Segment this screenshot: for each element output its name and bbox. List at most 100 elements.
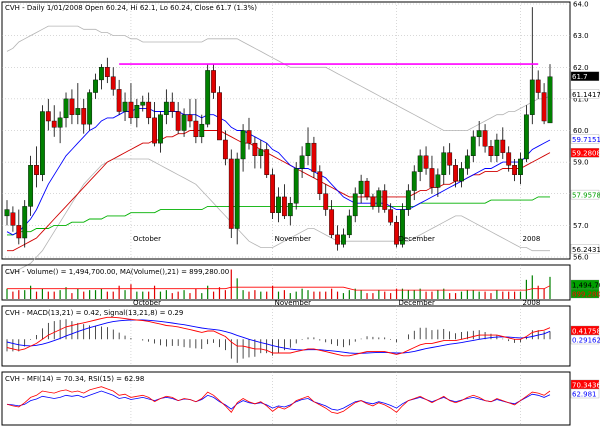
candle-body bbox=[376, 190, 382, 207]
price-value-tag-box bbox=[570, 89, 600, 99]
candle-body bbox=[341, 234, 346, 245]
macd-value-tag-text: 0.417587 bbox=[572, 328, 600, 336]
price-value-tag-box bbox=[570, 71, 600, 81]
candle-body bbox=[453, 165, 458, 182]
price-tick-label: 62.0 bbox=[573, 64, 589, 72]
date-label: October bbox=[133, 235, 161, 243]
candle-body bbox=[28, 165, 34, 207]
candle-body bbox=[16, 225, 22, 239]
macd-grid bbox=[130, 306, 521, 366]
candle-body bbox=[10, 212, 16, 226]
price-tick-label: 63.0 bbox=[573, 32, 589, 40]
candle-body bbox=[405, 190, 411, 210]
volume-frame bbox=[1, 264, 571, 301]
candle-body bbox=[199, 123, 205, 138]
candle-body bbox=[459, 168, 464, 182]
candle-body bbox=[57, 117, 63, 128]
candle-body bbox=[464, 155, 470, 169]
candle-body bbox=[370, 196, 376, 207]
candle-body bbox=[110, 76, 116, 90]
macd-frame bbox=[1, 305, 571, 367]
candle-body bbox=[252, 142, 258, 156]
candle-body bbox=[270, 174, 276, 213]
candle-body bbox=[352, 193, 358, 217]
price-value-tags: 61.7 61.1417 59.7151 59.2808 57.9578 56.2431 bbox=[570, 71, 600, 254]
candle-body bbox=[529, 79, 535, 115]
candle-body bbox=[388, 209, 394, 223]
candle-body bbox=[163, 101, 169, 115]
price-value-tag-box bbox=[570, 189, 600, 200]
candle-body bbox=[423, 155, 429, 169]
candle-body bbox=[122, 101, 128, 112]
date-labels: October November December 2008 bbox=[133, 235, 540, 243]
candle-body bbox=[447, 152, 453, 166]
candle-body bbox=[400, 209, 405, 245]
macd-line bbox=[6, 316, 551, 357]
candle-body bbox=[51, 120, 57, 128]
price-tick-label: 56.0 bbox=[573, 254, 589, 262]
candle-body bbox=[128, 101, 134, 119]
mfi-label: CVH - MFI(14) = 70.34, RSI(15) = 62.98 bbox=[5, 375, 144, 383]
candle-body bbox=[547, 76, 553, 124]
candle-body bbox=[335, 234, 340, 245]
candle-body bbox=[476, 130, 482, 138]
rsi-value-tag-text: 62.981 bbox=[572, 391, 597, 399]
candle-body bbox=[323, 193, 329, 210]
candle-body bbox=[140, 101, 146, 106]
macd-panel: 0.4175870.291625 CVH - MACD(13,21) = 0.4… bbox=[1, 305, 600, 367]
ma-blue bbox=[6, 107, 551, 236]
candle-body bbox=[134, 104, 140, 119]
candle-body bbox=[311, 142, 317, 172]
price-tick-label: 61.0 bbox=[573, 95, 589, 103]
candle-body bbox=[45, 111, 51, 122]
candle-body bbox=[258, 149, 264, 157]
price-value-tag-box bbox=[570, 134, 600, 144]
date-label: 2008 bbox=[522, 235, 540, 243]
macd-value-tags: 0.4175870.291625 bbox=[570, 325, 600, 345]
candle-body bbox=[39, 111, 45, 175]
volume-date-label: October bbox=[133, 299, 161, 307]
candle-body bbox=[299, 155, 305, 169]
price-value-tag-text: 59.7151 bbox=[572, 136, 600, 144]
date-label: November bbox=[275, 235, 312, 243]
candle-body bbox=[81, 108, 87, 125]
candle-body bbox=[217, 92, 222, 141]
candle-body bbox=[193, 120, 199, 138]
candle-body bbox=[506, 152, 512, 166]
candle-body bbox=[287, 203, 293, 217]
volume-date-label: November bbox=[275, 299, 312, 307]
price-value-tag-text: 56.2431 bbox=[572, 246, 600, 254]
candle-body bbox=[494, 139, 500, 157]
candle-body bbox=[488, 146, 494, 157]
candle-body bbox=[93, 79, 98, 93]
price-grid bbox=[2, 2, 570, 259]
candle-body bbox=[146, 101, 152, 119]
candle-body bbox=[87, 92, 93, 125]
candle-body bbox=[205, 70, 211, 125]
candle-body bbox=[346, 215, 352, 236]
candle-body bbox=[75, 108, 81, 115]
candle-body bbox=[429, 168, 435, 188]
candle-body bbox=[222, 139, 228, 160]
candle-body bbox=[104, 67, 110, 77]
price-tick-label: 60.0 bbox=[573, 127, 589, 135]
candle-body bbox=[116, 89, 122, 112]
band-lower bbox=[7, 158, 550, 274]
price-value-tag-text: 59.2808 bbox=[572, 150, 600, 158]
mfi-value-tag-text: 70.3436 bbox=[572, 382, 600, 390]
candle-body bbox=[382, 190, 388, 210]
signal-line bbox=[6, 319, 551, 354]
candle-body bbox=[34, 165, 39, 175]
mfi-frame bbox=[1, 371, 571, 426]
candle-body bbox=[169, 101, 175, 112]
candle-body bbox=[246, 130, 252, 144]
candle-body bbox=[518, 158, 523, 175]
price-value-tag-box bbox=[570, 148, 600, 158]
volume-panel: 1,494,700899,280 October November December… bbox=[1, 264, 600, 307]
chart-header: CVH - Daily 1/01/2008 Open 60.24, Hi 62.… bbox=[5, 4, 257, 12]
price-value-tag-text: 61.1417 bbox=[572, 91, 600, 99]
candle-body bbox=[276, 196, 281, 213]
price-tick-label: 59.0 bbox=[573, 159, 589, 167]
